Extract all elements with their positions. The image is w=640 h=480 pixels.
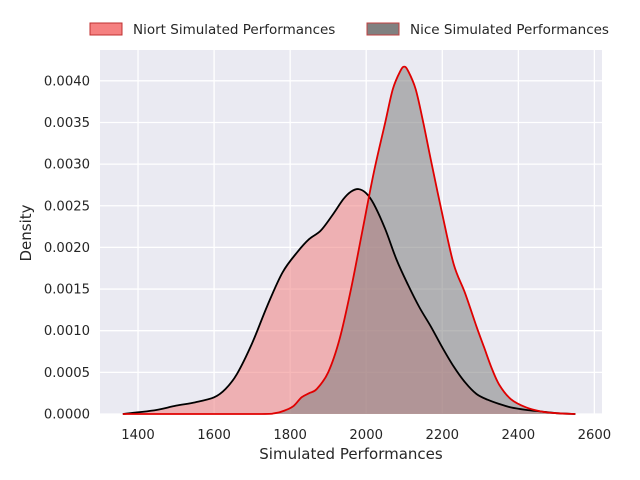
y-tick-label: 0.0000 (44, 408, 90, 423)
legend-swatch-1 (366, 22, 400, 36)
legend-label-1: Nice Simulated Performances (410, 22, 609, 38)
y-tick-label: 0.0005 (44, 366, 90, 381)
legend: Niort Simulated Performances Nice Simulat… (89, 22, 609, 38)
y-tick-label: 0.0010 (44, 324, 90, 339)
series-0-line (122, 188, 576, 415)
legend-label-0: Niort Simulated Performances (133, 22, 335, 38)
x-axis-label: Simulated Performances (259, 445, 443, 463)
y-tick-label: 0.0040 (44, 74, 90, 89)
x-tick-label: 2600 (578, 428, 612, 443)
legend-swatch-0 (89, 22, 123, 36)
x-tick-label: 1400 (121, 428, 155, 443)
y-tick-label: 0.0020 (44, 241, 90, 256)
y-tick-label: 0.0035 (44, 116, 90, 131)
series-1-area (122, 66, 576, 414)
x-tick-label: 2200 (425, 428, 459, 443)
series-layer (122, 65, 576, 415)
y-axis-label: Density (17, 204, 35, 261)
y-tick-label: 0.0030 (44, 158, 90, 173)
x-axis-ticks: 1400 1600 1800 2000 2200 2400 2600 (121, 428, 611, 443)
x-tick-label: 2000 (349, 428, 383, 443)
series-1-line (122, 65, 576, 415)
y-tick-label: 0.0015 (44, 283, 90, 298)
y-axis-ticks: 0.0000 0.0005 0.0010 0.0015 0.0020 0.0025 0.00… (44, 74, 90, 422)
x-tick-label: 1600 (197, 428, 231, 443)
x-tick-label: 2400 (502, 428, 536, 443)
x-tick-label: 1800 (273, 428, 307, 443)
y-tick-label: 0.0025 (44, 199, 90, 214)
